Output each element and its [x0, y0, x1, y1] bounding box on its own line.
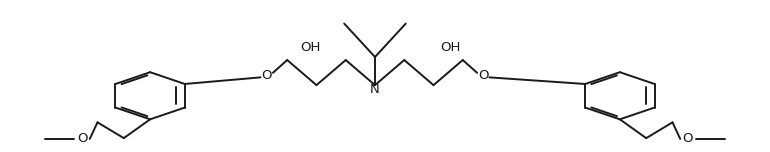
Text: O: O — [77, 132, 87, 145]
Text: N: N — [370, 83, 380, 96]
Text: O: O — [262, 69, 272, 82]
Text: OH: OH — [300, 41, 320, 54]
Text: O: O — [478, 69, 488, 82]
Text: O: O — [683, 132, 693, 145]
Text: OH: OH — [440, 41, 460, 54]
